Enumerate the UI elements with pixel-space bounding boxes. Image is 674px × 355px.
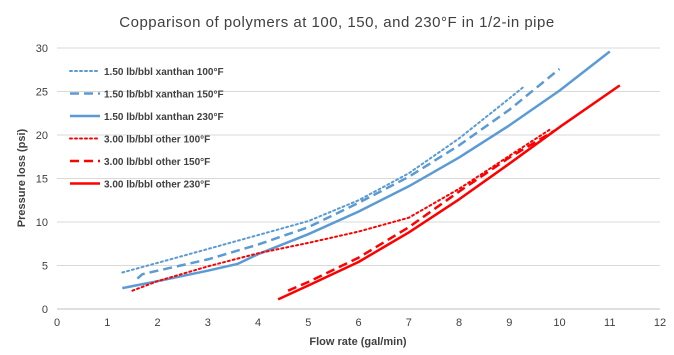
- chart-title: Copparison of polymers at 100, 150, and …: [119, 14, 554, 31]
- y-tick-label: 0: [42, 304, 48, 316]
- series-line-2: [136, 67, 561, 280]
- x-tick-labels: 0 1 2 3 4 5 6 7 8 9 10 11 12: [54, 317, 666, 329]
- legend-label: 1.50 lb/bbl xanthan 230°F: [104, 112, 224, 123]
- y-tick-label: 25: [36, 87, 48, 99]
- y-tick-labels: 0 5 10 15 20 25 30: [36, 43, 48, 316]
- x-axis-label: Flow rate (gal/min): [309, 336, 407, 348]
- legend-label: 3.00 lb/bbl other 230°F: [104, 180, 210, 191]
- y-tick-label: 5: [42, 261, 48, 273]
- x-tick-label: 11: [604, 317, 615, 329]
- y-tick-label: 20: [36, 130, 48, 142]
- x-tick-label: 10: [553, 317, 565, 329]
- x-tick-label: 2: [154, 317, 160, 329]
- legend-label: 3.00 lb/bbl other 100°F: [104, 135, 210, 146]
- grid-lines: [57, 47, 660, 310]
- y-tick-label: 10: [36, 217, 48, 229]
- y-tick-label: 30: [36, 43, 48, 55]
- legend-label: 1.50 lb/bbl xanthan 150°F: [104, 90, 224, 101]
- legend: 1.50 lb/bbl xanthan 100°F 1.50 lb/bbl xan…: [69, 67, 224, 191]
- y-axis-label: Pressure loss (psi): [16, 128, 28, 227]
- series-lines: [121, 50, 621, 301]
- x-tick-label: 8: [456, 317, 462, 329]
- legend-label: 3.00 lb/bbl other 150°F: [104, 157, 210, 168]
- x-tick-label: 7: [406, 317, 412, 329]
- x-tick-label: 0: [54, 317, 60, 329]
- x-tick-label: 6: [355, 317, 361, 329]
- legend-label: 1.50 lb/bbl xanthan 100°F: [104, 67, 224, 78]
- series-line-3: [122, 50, 611, 290]
- x-tick-label: 12: [654, 317, 666, 329]
- x-tick-label: 1: [104, 317, 110, 329]
- x-tick-label: 4: [255, 317, 261, 329]
- series-line-4: [131, 128, 551, 292]
- x-tick-label: 5: [305, 317, 311, 329]
- series-line-6: [277, 84, 621, 301]
- series-line-1: [121, 85, 526, 274]
- x-tick-label: 3: [205, 317, 211, 329]
- y-tick-label: 15: [36, 174, 48, 186]
- series-line-5: [287, 129, 556, 292]
- x-tick-label: 9: [506, 317, 512, 329]
